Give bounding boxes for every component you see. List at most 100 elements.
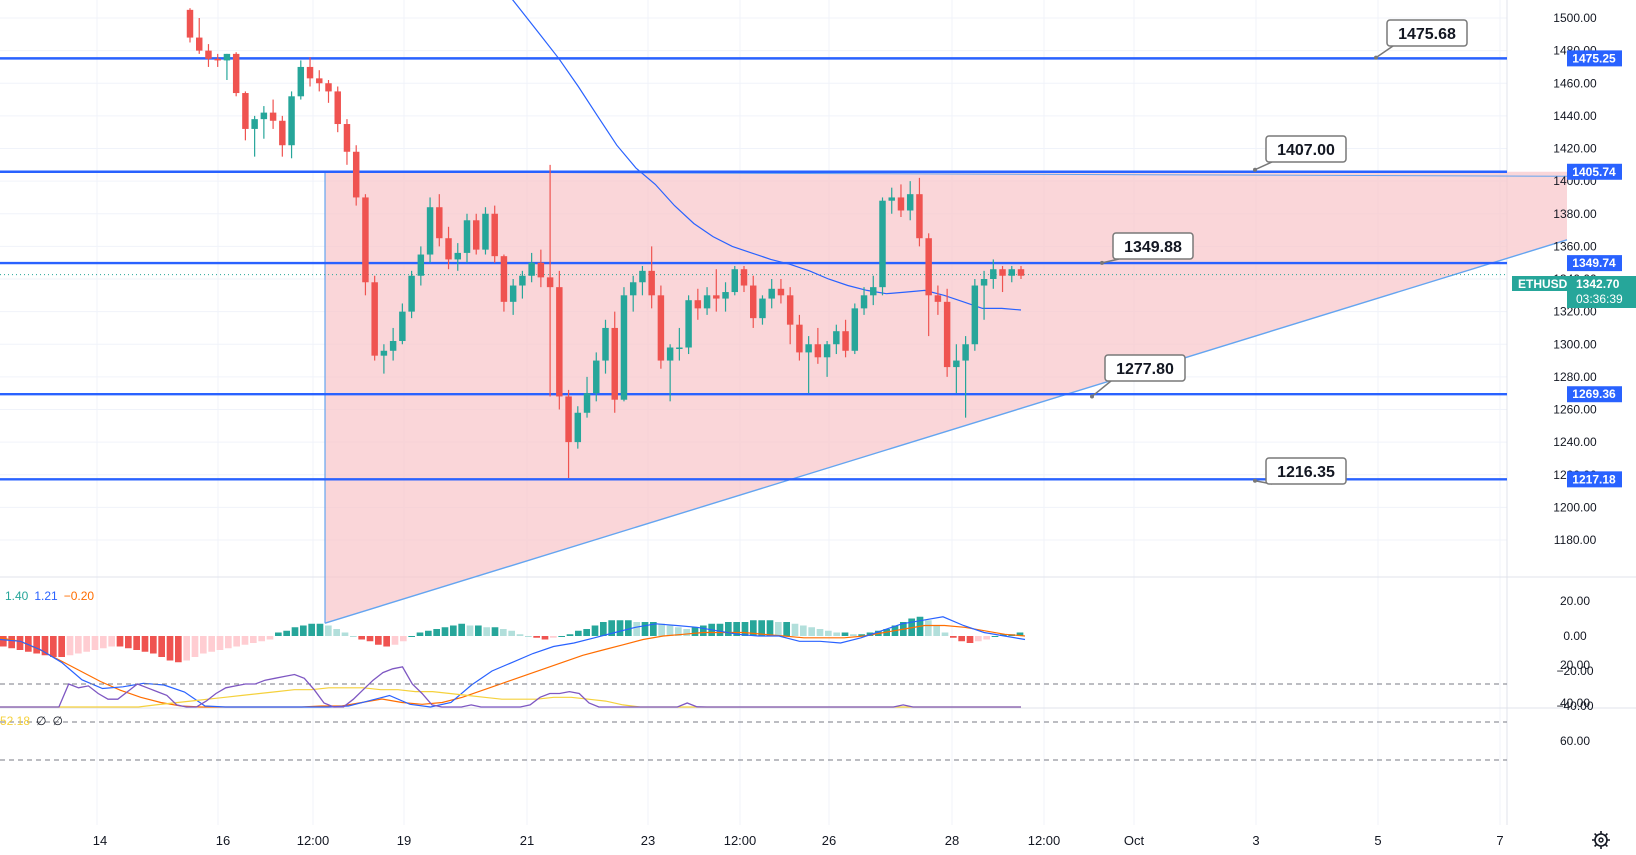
- macd-tick-label: −20.00: [1556, 664, 1593, 678]
- time-tick-label: 12:00: [297, 833, 330, 848]
- macd-histogram-bar: [33, 636, 40, 654]
- candle: [380, 344, 388, 374]
- candle: [463, 213, 471, 263]
- candle: [833, 324, 840, 355]
- horizontal-support-resistance-lines[interactable]: [0, 57, 1507, 481]
- macd-histogram-bar: [725, 622, 732, 636]
- macd-histogram-bar: [858, 634, 865, 636]
- candle-body: [796, 324, 803, 353]
- ascending-triangle-drawing[interactable]: [324, 171, 1568, 624]
- price-tick-label: 1360.00: [1553, 239, 1597, 253]
- candle-body: [648, 270, 655, 296]
- candle-body: [371, 282, 378, 356]
- time-tick-label: 14: [93, 833, 107, 848]
- callout-box: [1386, 19, 1468, 47]
- level-tag-label: 1217.18: [1572, 472, 1616, 486]
- candle: [223, 53, 231, 80]
- candle-body: [786, 295, 794, 325]
- candle: [389, 327, 397, 361]
- rsi-legend-value: 52.18: [0, 714, 30, 728]
- macd-tick-label: 0.00: [1563, 629, 1587, 643]
- macd-histogram-bar: [208, 636, 215, 652]
- candle: [426, 197, 434, 263]
- macd-histogram-bar: [500, 629, 507, 636]
- candle: [196, 18, 203, 54]
- candle-body: [759, 298, 766, 319]
- candle-body: [722, 292, 729, 299]
- macd-histogram-bar: [675, 627, 682, 636]
- candle: [583, 376, 591, 418]
- settings-gear-icon[interactable]: [1592, 831, 1610, 849]
- price-callout: 1475.68: [1374, 19, 1468, 60]
- macd-histogram-bar: [150, 636, 157, 654]
- time-tick-label: 28: [945, 833, 959, 848]
- macd-panel[interactable]: 1.40 1.21 −0.20 20.00 0.00 −20.00 −40.00: [0, 589, 1594, 713]
- price-axis[interactable]: 1500.001480.001460.001440.001420.001400.…: [1553, 11, 1622, 547]
- candle: [205, 44, 212, 67]
- candle-body: [777, 288, 785, 296]
- candle-body: [814, 344, 822, 358]
- candle-body: [445, 238, 452, 260]
- macd-histogram-bar: [241, 636, 249, 645]
- candle: [528, 252, 535, 283]
- level-tag-bg: [1567, 471, 1622, 488]
- candle: [703, 287, 711, 315]
- level-price-tag: 1269.36: [1567, 386, 1622, 403]
- macd-histogram-bar: [133, 636, 140, 650]
- candle-body: [574, 412, 582, 443]
- macd-histogram-bar: [450, 625, 457, 636]
- macd-legend: 1.40 1.21 −0.20: [5, 589, 94, 603]
- macd-histogram-bar: [508, 630, 515, 636]
- macd-histogram-bar: [91, 636, 99, 650]
- macd-histogram-bar: [158, 636, 165, 657]
- price-tick-label: 1460.00: [1553, 76, 1597, 90]
- candle: [408, 270, 415, 319]
- candle-body: [666, 347, 674, 361]
- callout-box: [1265, 135, 1347, 163]
- macd-histogram-bar: [375, 636, 382, 645]
- candle: [851, 303, 859, 355]
- macd-histogram-bar: [383, 636, 390, 647]
- candle-body: [657, 295, 665, 361]
- candle: [325, 79, 332, 103]
- candle: [953, 344, 960, 394]
- candle-body: [196, 37, 203, 51]
- level-tag-label: 1349.74: [1572, 256, 1616, 270]
- macd-histogram-bar: [200, 636, 207, 654]
- candle-body: [306, 66, 314, 79]
- candle-body: [703, 295, 711, 309]
- candle-body: [860, 295, 868, 309]
- candlestick-series[interactable]: [186, 8, 1025, 479]
- candle-body: [842, 331, 849, 351]
- time-axis[interactable]: 14 16 12:00 19 21 23 12:00 26 28 12:00 Oct 3 5 7: [93, 833, 1504, 848]
- macd-histogram-bar: [650, 622, 657, 636]
- candle-body: [426, 207, 434, 255]
- macd-histogram-bar: [800, 625, 807, 636]
- candle: [546, 164, 554, 397]
- candle-body: [906, 194, 914, 211]
- macd-histogram-bar: [275, 632, 282, 636]
- candle-body: [685, 300, 692, 348]
- macd-histogram-bar: [991, 636, 999, 637]
- candle-body: [408, 275, 415, 312]
- macd-histogram-bar: [1000, 634, 1007, 636]
- rsi-line: [0, 666, 1021, 708]
- macd-histogram-bar: [141, 636, 149, 652]
- candle: [371, 275, 378, 361]
- rsi-panel[interactable]: 52.18 ∅ ∅ 60.00 40.00 20.00: [0, 658, 1590, 761]
- candle: [750, 275, 757, 328]
- candle-body: [731, 269, 738, 293]
- candle: [214, 53, 221, 67]
- callout-label: 1277.80: [1116, 361, 1174, 378]
- time-tick-label: 21: [520, 833, 534, 848]
- candle: [620, 287, 628, 402]
- rsi-tick-label: 40.00: [1560, 696, 1590, 710]
- level-price-tag: 1349.74: [1567, 255, 1622, 272]
- price-callouts[interactable]: 1475.68 1407.00 1349.88 1277.80 1216.35: [1090, 19, 1468, 485]
- time-tick-label: 7: [1496, 833, 1503, 848]
- candle: [962, 336, 969, 418]
- macd-histogram-bar: [600, 622, 607, 636]
- macd-histogram-bar: [416, 632, 424, 636]
